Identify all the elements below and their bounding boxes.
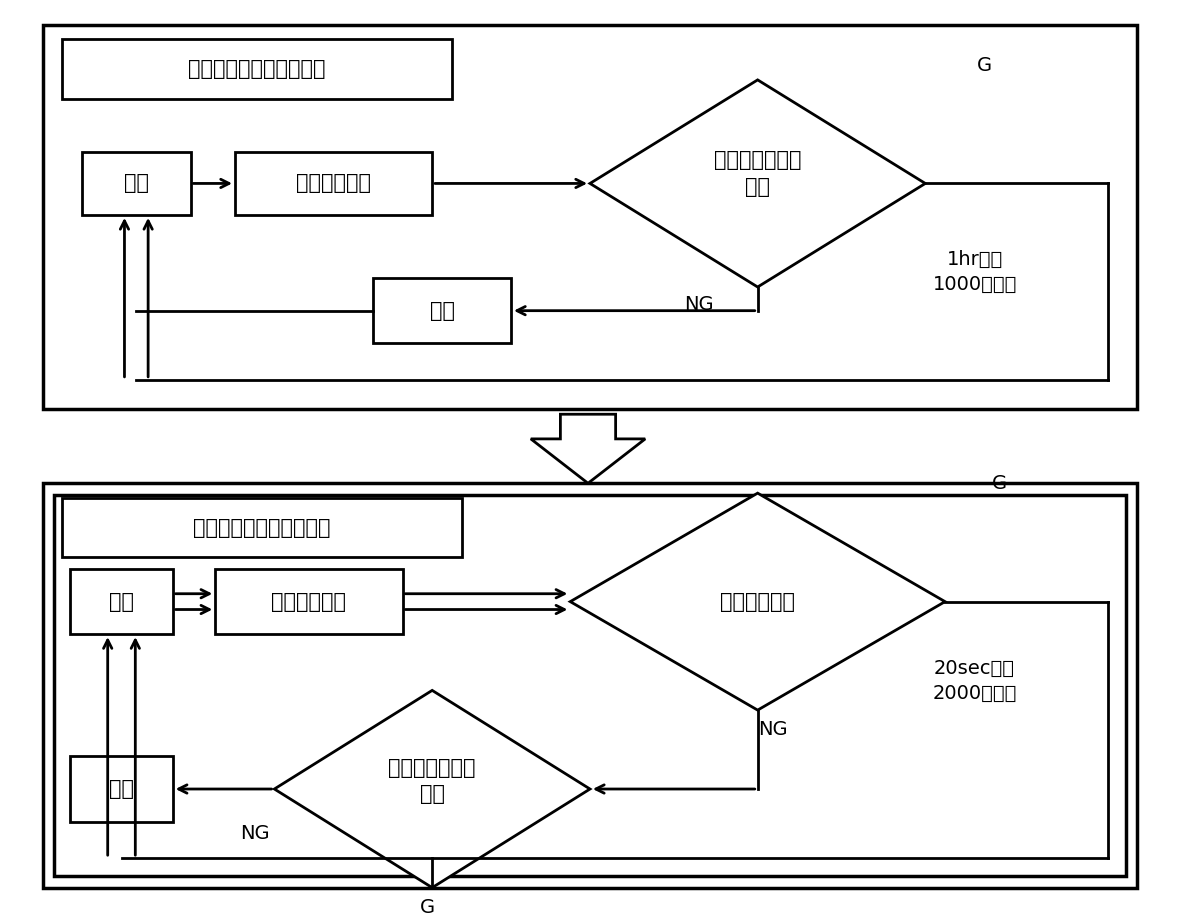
Polygon shape [274,691,590,888]
Text: 20sec／件
2000件／年: 20sec／件 2000件／年 [932,659,1017,703]
Polygon shape [590,80,925,287]
Bar [42,25,1137,409]
Text: G: G [420,898,434,916]
Text: 対策: 対策 [109,779,134,799]
Text: サンプリング: サンプリング [297,173,371,193]
Text: G: G [977,56,992,74]
Polygon shape [570,493,945,710]
Text: 今後の潤滑診断システム: 今後の潤滑診断システム [193,518,331,538]
Polygon shape [531,414,645,484]
Text: 設備: 設備 [124,173,148,193]
Bar [373,278,511,344]
Text: 設備: 設備 [109,592,134,612]
Text: 迅速簡易診断: 迅速簡易診断 [720,592,796,612]
Text: NG: NG [758,720,787,739]
Bar [62,498,461,557]
Bar [71,569,173,634]
Bar [54,496,1125,876]
Bar [62,39,452,99]
Text: 1hr／件
1000件／年: 1hr／件 1000件／年 [932,250,1017,294]
Bar [235,152,432,215]
Bar [82,152,191,215]
Bar [71,757,173,822]
Text: NG: NG [684,295,713,314]
Text: G: G [992,474,1006,493]
Text: 現状の潤滑診断システム: 現状の潤滑診断システム [188,59,326,79]
Text: NG: NG [240,823,270,843]
Text: 対策: 対策 [430,300,454,321]
Text: フェログラフィ
診断: フェログラフィ 診断 [714,150,802,197]
Bar [215,569,403,634]
Text: サンプリング: サンプリング [272,592,346,612]
Text: フェログラフィ
診断: フェログラフィ 診断 [388,758,476,804]
Bar [42,484,1137,888]
